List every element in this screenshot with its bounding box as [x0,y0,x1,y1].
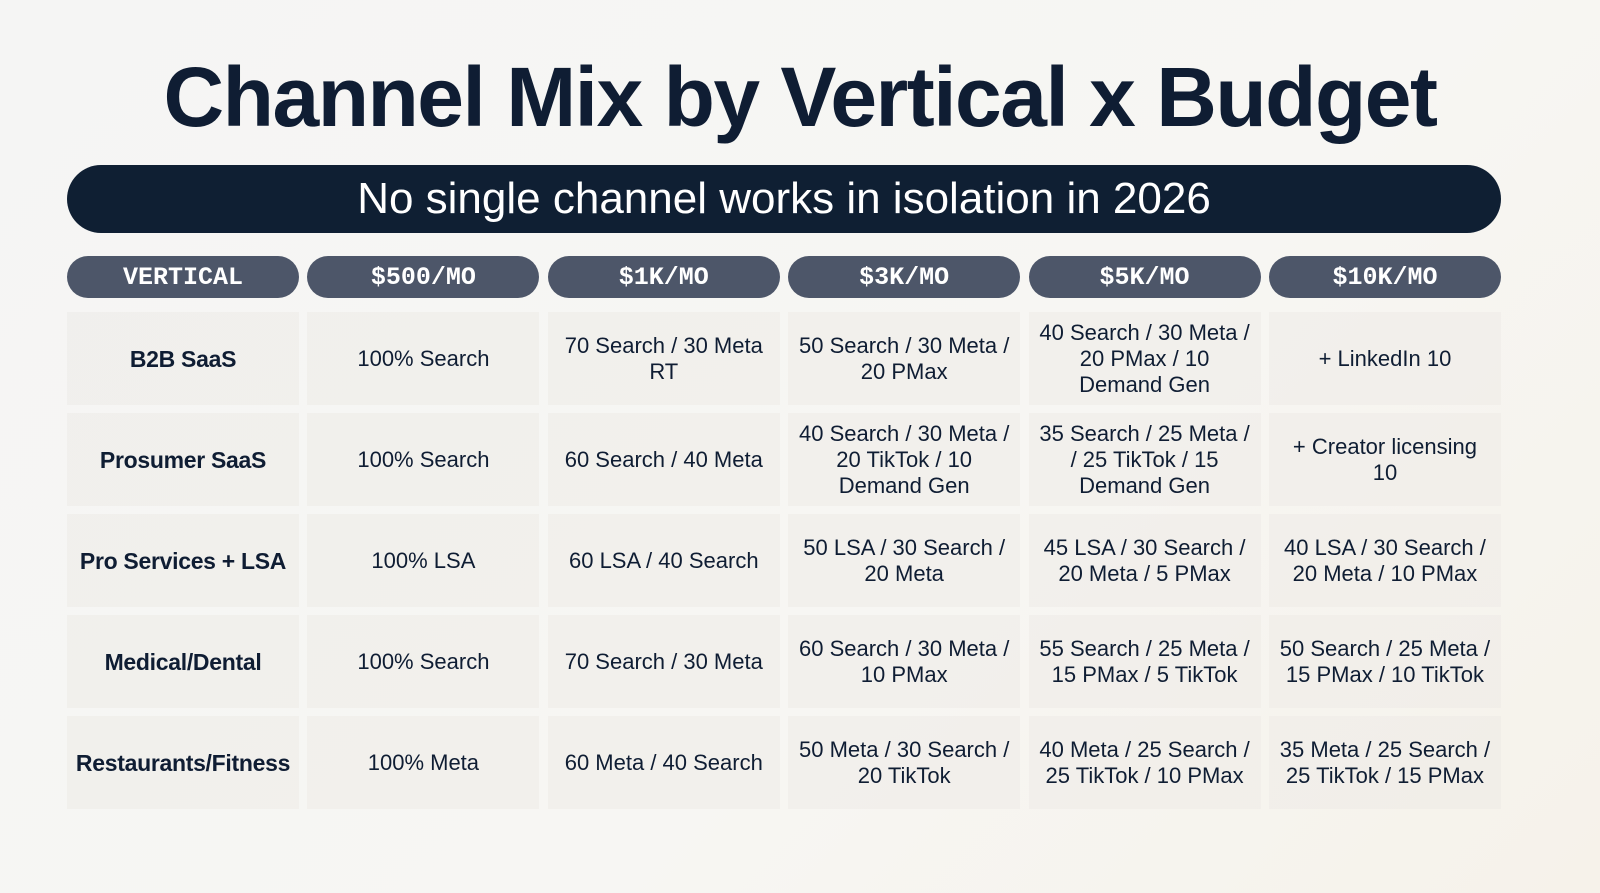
table-cell: 40 Search / 30 Meta / 20 PMax / 10 Deman… [1028,312,1261,405]
column-header: VERTICAL [67,256,299,298]
table-cell: 60 Search / 40 Meta [547,413,780,506]
column-header: $3K/MO [788,256,1021,298]
table-cell: + LinkedIn 10 [1268,312,1501,405]
subtitle-banner: No single channel works in isolation in … [67,165,1501,233]
subtitle: No single channel works in isolation in … [357,174,1211,223]
column-header: $500/MO [307,256,540,298]
table-cell: + Creator licensing 10 [1268,413,1501,506]
table-cell: 35 Search / 25 Meta / / 25 TikTok / 15 D… [1028,413,1261,506]
table-cell: 50 LSA / 30 Search / 20 Meta [788,514,1021,607]
table-cell: 50 Search / 30 Meta / 20 PMax [788,312,1021,405]
table-cell: 70 Search / 30 Meta RT [547,312,780,405]
table-cell: 60 Search / 30 Meta / 10 PMax [788,615,1021,708]
row-header: B2B SaaS [67,312,299,405]
table-cell: 50 Meta / 30 Search / 20 TikTok [788,716,1021,809]
table-cell: 100% Meta [307,716,540,809]
table-cell: 100% Search [307,413,540,506]
table-cell: 50 Search / 25 Meta / 15 PMax / 10 TikTo… [1268,615,1501,708]
table-cell: 60 Meta / 40 Search [547,716,780,809]
table-cell: 40 LSA / 30 Search / 20 Meta / 10 PMax [1268,514,1501,607]
table-cell: 70 Search / 30 Meta [547,615,780,708]
table: VERTICAL $500/MO $1K/MO $3K/MO $5K/MO $10K/MO… [67,256,1501,809]
row-header: Prosumer SaaS [67,413,299,506]
column-header: $1K/MO [547,256,780,298]
table-cell: 100% LSA [307,514,540,607]
row-header: Medical/Dental [67,615,299,708]
table-cell: 100% Search [307,615,540,708]
column-header: $5K/MO [1028,256,1261,298]
title: Channel Mix by Vertical x Budget [163,50,1439,144]
table-cell: 60 LSA / 40 Search [547,514,780,607]
row-header: Pro Services + LSA [67,514,299,607]
table-cell: 40 Search / 30 Meta / 20 TikTok / 10 Dem… [788,413,1021,506]
table-cell: 55 Search / 25 Meta / 15 PMax / 5 TikTok [1028,615,1261,708]
row-header: Restaurants/Fitness [67,716,299,809]
column-header: $10K/MO [1268,256,1501,298]
table-cell: 35 Meta / 25 Search / 25 TikTok / 15 PMa… [1268,716,1501,809]
table-cell: 100% Search [307,312,540,405]
table-cell: 45 LSA / 30 Search / 20 Meta / 5 PMax [1028,514,1261,607]
table-cell: 40 Meta / 25 Search / 25 TikTok / 10 PMa… [1028,716,1261,809]
